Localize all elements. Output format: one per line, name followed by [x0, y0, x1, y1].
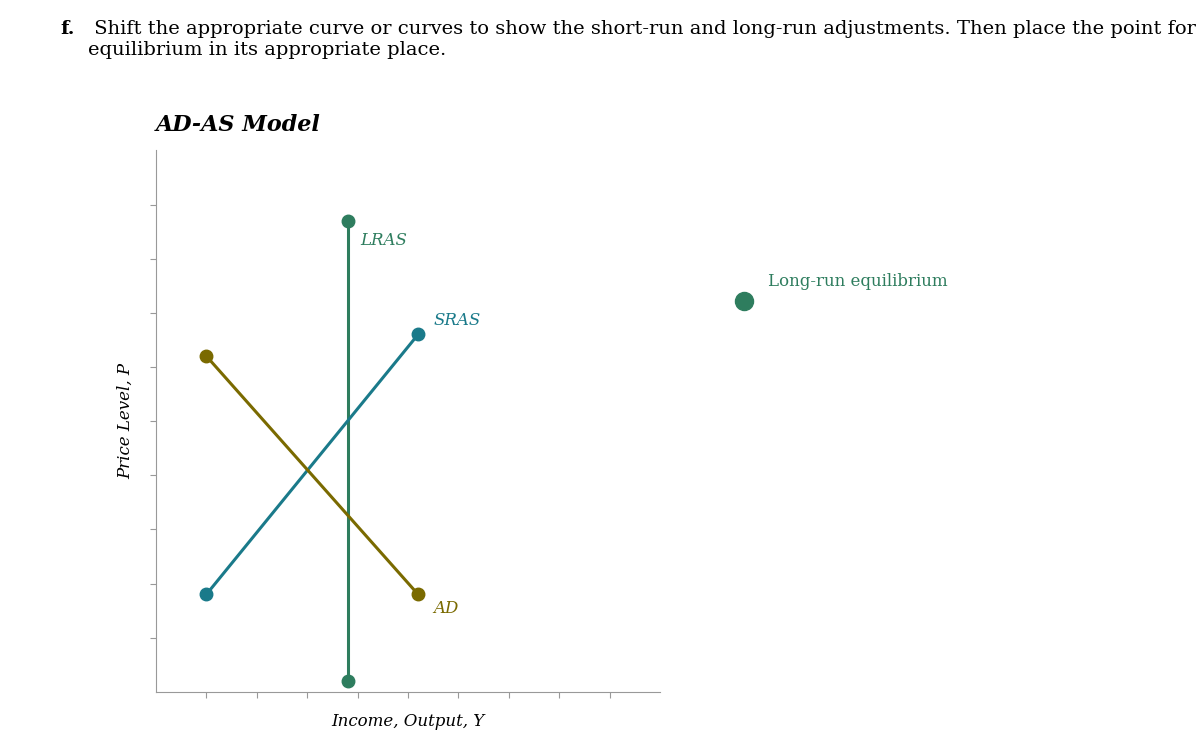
Text: AD-AS Model: AD-AS Model	[156, 114, 320, 136]
Y-axis label: Price Level, P: Price Level, P	[118, 363, 134, 479]
Text: Long-run equilibrium: Long-run equilibrium	[768, 272, 948, 290]
Text: SRAS: SRAS	[433, 312, 480, 329]
Text: f.: f.	[60, 20, 74, 38]
Text: AD: AD	[433, 600, 458, 617]
Text: LRAS: LRAS	[360, 232, 407, 249]
Text: Shift the appropriate curve or curves to show the short-run and long-run adjustm: Shift the appropriate curve or curves to…	[88, 20, 1200, 59]
X-axis label: Income, Output, Y: Income, Output, Y	[331, 714, 485, 730]
